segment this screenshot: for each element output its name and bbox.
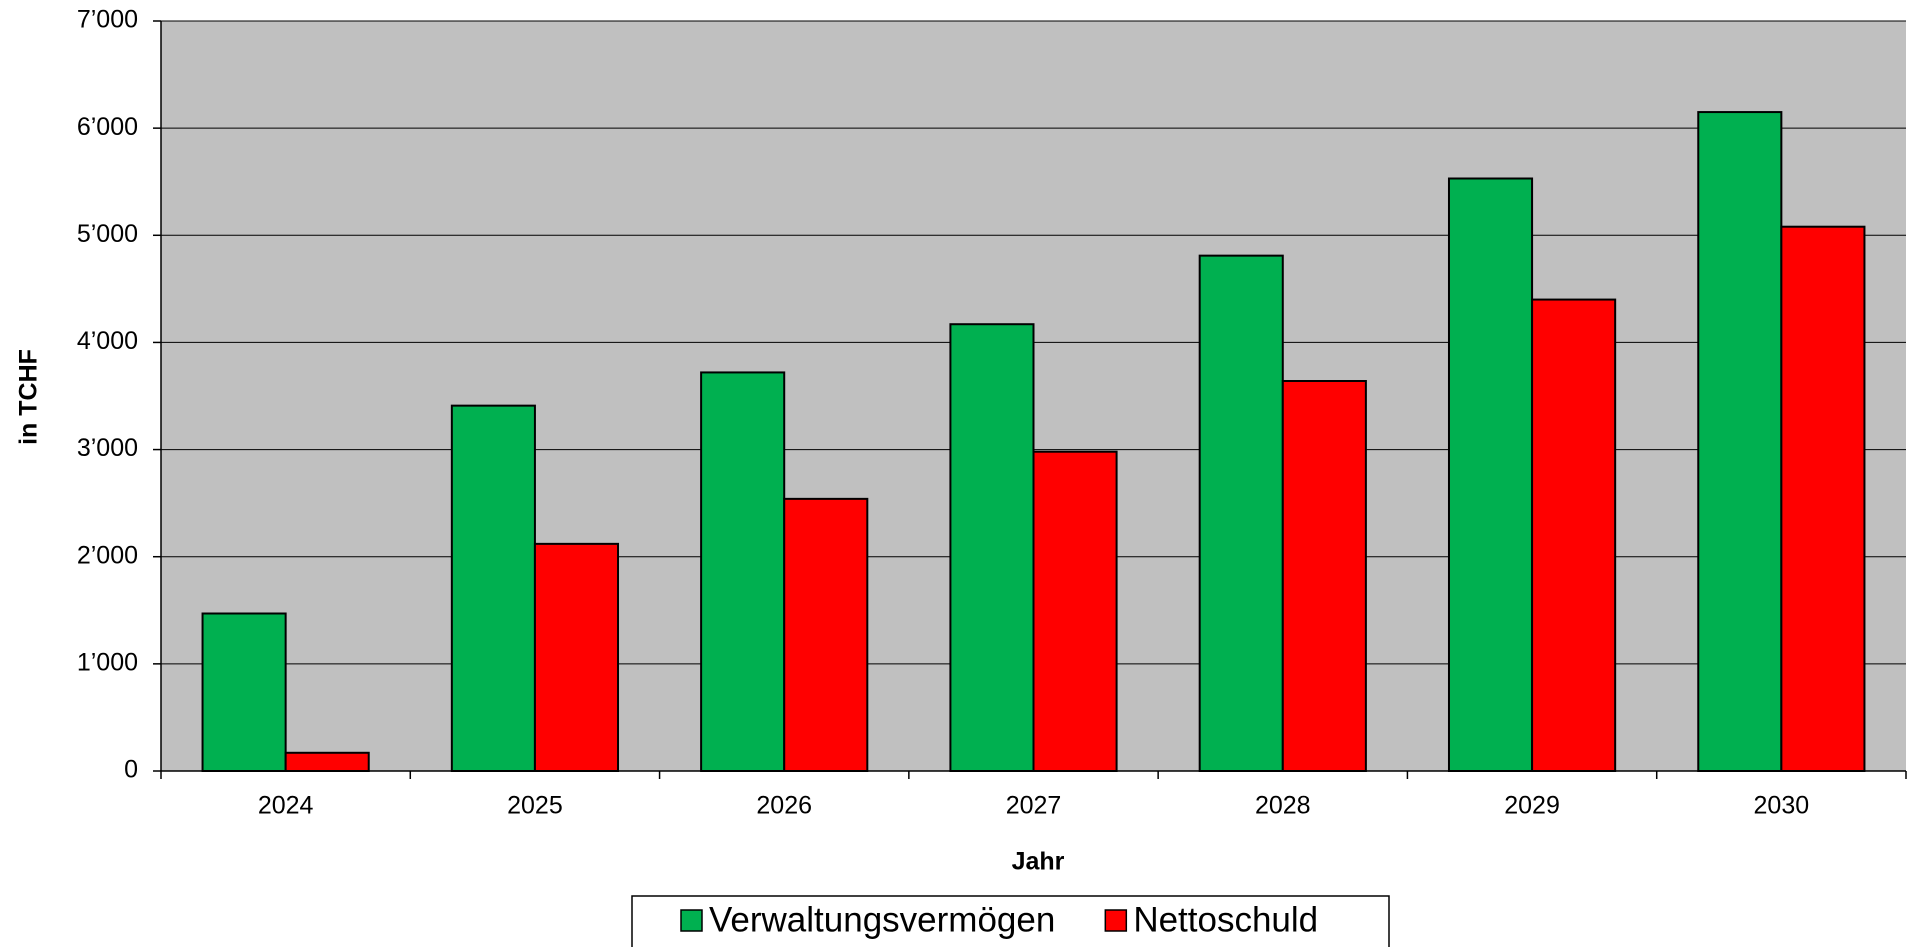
y-tick-label: 6’000 [77, 113, 138, 141]
x-tick-label: 2029 [1504, 792, 1560, 820]
bar [949, 323, 1035, 772]
y-tick-label: 7’000 [77, 6, 138, 34]
y-tick-label: 1’000 [77, 648, 138, 676]
legend-label: Nettoschuld [1133, 900, 1318, 939]
y-tick-label: 0 [124, 756, 138, 784]
bar [1447, 177, 1534, 772]
bar [1032, 450, 1118, 772]
y-tick-label: 3’000 [77, 434, 138, 462]
y-axis-title: in TCHF [15, 349, 43, 445]
bar [201, 612, 287, 772]
legend-box [631, 895, 1390, 947]
bar [533, 542, 620, 772]
x-tick-label: 2024 [258, 792, 314, 820]
x-tick-label: 2025 [507, 792, 563, 820]
x-tick-label: 2026 [756, 792, 812, 820]
y-tick-label: 4’000 [77, 327, 138, 355]
x-axis-title: Jahr [1012, 848, 1065, 876]
x-tick-label: 2028 [1255, 792, 1311, 820]
bar [1531, 298, 1617, 772]
legend-swatch [1104, 909, 1128, 932]
bar [1281, 380, 1367, 772]
bar [1780, 225, 1866, 772]
legend: Verwaltungsvermögen Nettoschuld [631, 895, 1390, 947]
y-tick-label: 2’000 [77, 541, 138, 569]
x-tick-label: 2027 [1006, 792, 1062, 820]
bar [1697, 111, 1783, 773]
bar [284, 751, 370, 772]
bar [700, 371, 786, 772]
y-tick-label: 5’000 [77, 220, 138, 248]
bar [1198, 254, 1284, 772]
legend-swatch [680, 909, 703, 932]
bar [783, 497, 869, 772]
legend-label: Verwaltungsvermögen [709, 900, 1055, 939]
bar [450, 404, 536, 772]
x-tick-label: 2030 [1754, 792, 1810, 820]
